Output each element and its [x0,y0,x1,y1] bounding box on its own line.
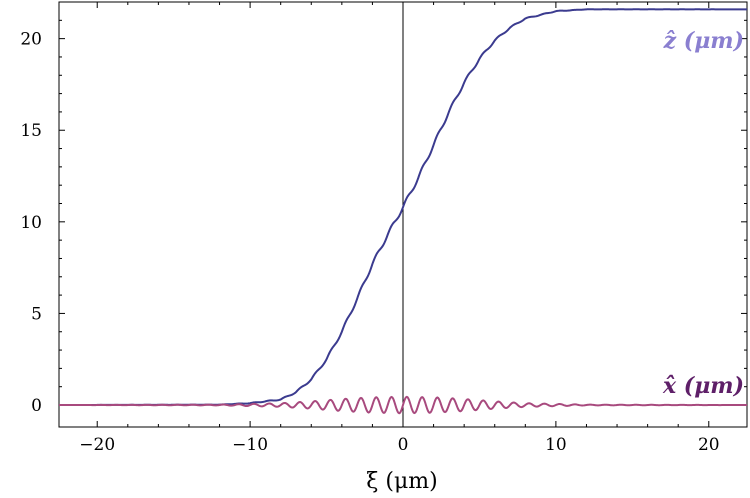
series-label-z: ẑ (μm) [663,28,744,54]
y-axis-ticks: 0 5 10 15 20 [20,19,747,416]
y-tick-label: 5 [31,304,42,324]
y-tick-label: 10 [20,213,42,233]
series-label-x: x̂ (μm) [662,373,744,399]
y-tick-label: 15 [20,121,42,141]
x-axis-ticks: −20 −10 0 10 20 [79,2,720,455]
y-tick-label: 0 [31,396,42,416]
x-tick-label: −20 [79,435,115,455]
x-axis-title: ξ (μm) [366,469,437,494]
x-tick-label: 10 [545,435,567,455]
x-tick-label: 0 [398,435,409,455]
series-x-line [59,395,747,415]
x-tick-label: 20 [698,435,720,455]
y-tick-label: 20 [20,30,42,50]
x-tick-label: −10 [232,435,268,455]
series-layer [59,8,747,415]
